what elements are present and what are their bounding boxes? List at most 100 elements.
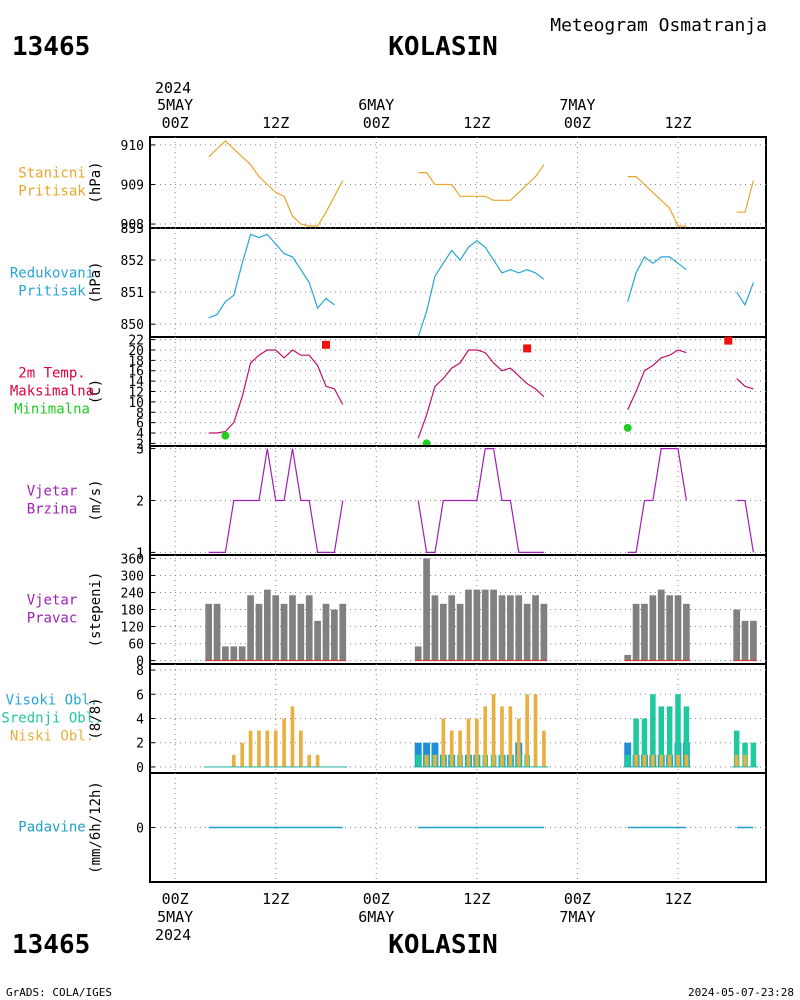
bottom-date-label: 7MAY <box>559 908 595 926</box>
direction-bar <box>339 603 347 661</box>
temperature-line <box>627 349 687 410</box>
cloud-low-bar <box>282 718 286 767</box>
bottom-date-label: 5MAY <box>157 908 193 926</box>
direction-bar <box>255 603 263 661</box>
y-tick-label: 3 <box>136 443 144 458</box>
direction-bar <box>247 595 254 661</box>
panel-label: Brzina <box>27 502 78 518</box>
series-line <box>627 176 687 227</box>
cloud-mid-bar <box>641 718 648 767</box>
y-tick-label: 2 <box>136 737 144 752</box>
direction-bar <box>431 595 439 661</box>
series-line <box>208 140 344 227</box>
cloud-mid-bar <box>683 706 690 767</box>
cloud-low-bar <box>684 754 689 767</box>
direction-bar <box>674 595 682 661</box>
panel-label: 2m Temp. <box>18 366 85 382</box>
bottom-tick-label: 00Z <box>363 890 390 908</box>
series-line <box>208 448 344 554</box>
panel-station-pressure: 908 909 910 (hPa)Stanicni Pritisak <box>18 136 767 233</box>
direction-bar <box>280 603 288 661</box>
cloud-low-bar <box>449 730 454 767</box>
direction-bar <box>498 595 506 661</box>
direction-bar <box>540 603 548 661</box>
tmin-marker <box>221 431 230 440</box>
y-axis-label: (C) <box>88 379 104 404</box>
temperature-line <box>736 378 754 390</box>
direction-bar <box>289 595 296 661</box>
direction-bar <box>741 620 749 661</box>
panel-label: Minimalna <box>14 402 90 418</box>
cloud-mid-bar <box>675 694 681 767</box>
cloud-low-bar <box>743 754 747 767</box>
direction-bar <box>331 609 338 661</box>
series-line <box>417 240 545 338</box>
direction-bar <box>230 646 238 661</box>
temperature-line <box>208 349 344 434</box>
series-line <box>418 164 545 201</box>
panel-label: Vjetar <box>27 593 78 609</box>
tmin-marker <box>623 423 632 432</box>
direction-bar <box>222 646 229 661</box>
series-line <box>627 255 687 302</box>
y-tick-label: 1 <box>136 546 144 561</box>
y-axis-label: (hPa) <box>88 161 104 203</box>
cloud-low-bar <box>642 754 647 767</box>
cloud-low-bar <box>231 754 236 767</box>
y-tick-label: 2 <box>136 495 144 510</box>
direction-bar <box>490 589 497 661</box>
series-line <box>627 448 687 554</box>
top-time-axis: 00Z 12Z 00Z 12Z 00Z 12Z 5MAY 6MAY 7MAY <box>157 96 691 132</box>
bottom-tick-label: 12Z <box>262 890 289 908</box>
y-tick-label: 0 <box>136 655 144 670</box>
direction-bar <box>263 589 271 661</box>
y-tick-label: 910 <box>121 139 144 154</box>
tmax-marker <box>523 344 532 353</box>
bottom-tick-label: 00Z <box>564 890 591 908</box>
y-axis-label: (8/8) <box>88 697 104 739</box>
direction-bar <box>465 589 472 661</box>
panel-label: Niski Obl. <box>10 729 94 745</box>
y-tick-label: 180 <box>121 604 144 619</box>
top-tick-label: 12Z <box>262 114 289 132</box>
bottom-tick-label: 12Z <box>664 890 691 908</box>
cloud-low-bar <box>273 730 278 767</box>
y-axis-label: (m/s) <box>88 479 104 521</box>
bottom-date-label: 6MAY <box>358 908 394 926</box>
cloud-low-bar <box>542 730 546 767</box>
direction-bar <box>322 603 330 661</box>
y-tick-label: 851 <box>121 286 144 301</box>
direction-bar <box>456 603 464 661</box>
year-top: 2024 <box>155 79 191 97</box>
cloud-mid-bar <box>415 754 421 767</box>
top-tick-label: 12Z <box>463 114 490 132</box>
direction-bar <box>632 603 640 661</box>
panel-label: Pritisak <box>18 284 86 300</box>
y-tick-label: 240 <box>121 586 144 601</box>
direction-bar <box>314 620 321 661</box>
year-bottom: 2024 <box>155 926 191 944</box>
top-date-label: 5MAY <box>157 96 193 114</box>
y-tick-label: 0 <box>136 822 144 837</box>
cloud-low-bar <box>424 754 429 767</box>
y-tick-label: 8 <box>136 406 144 421</box>
panel-clouds: 0 2 4 6 8 (8/8)Visoki Obl. Srednji Obl. Niski O… <box>1 663 767 776</box>
panel-label: Srednji Obl. <box>1 711 102 727</box>
temperature-line <box>417 349 545 439</box>
cloud-mid-bar <box>733 730 740 767</box>
y-tick-label: 12 <box>128 386 144 401</box>
y-tick-label: 22 <box>128 334 144 349</box>
y-tick-label: 300 <box>121 569 144 584</box>
y-tick-label: 908 <box>121 218 144 233</box>
y-tick-label: 852 <box>121 254 144 269</box>
y-tick-label: 60 <box>128 638 144 653</box>
cloud-mid-bar <box>650 694 656 767</box>
direction-bar <box>515 595 523 661</box>
bottom-tick-label: 00Z <box>162 890 189 908</box>
cloud-low-bar <box>734 754 739 767</box>
bottom-tick-label: 12Z <box>463 890 490 908</box>
cloud-low-bar <box>441 718 446 767</box>
cloud-low-bar <box>516 718 521 767</box>
y-tick-label: 14 <box>128 375 144 390</box>
series-line <box>736 282 754 307</box>
